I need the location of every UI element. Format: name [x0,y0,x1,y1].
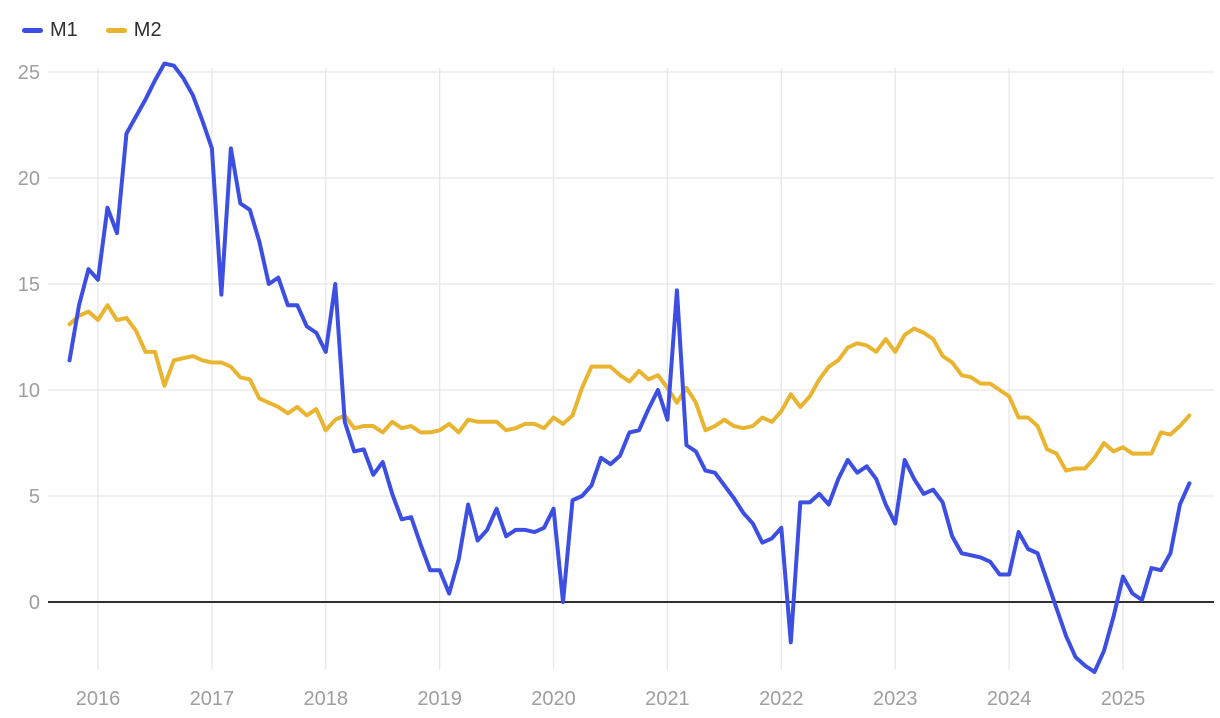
x-tick-label: 2017 [190,688,235,710]
y-tick-label: 20 [18,168,40,190]
y-tick-label: 5 [29,486,40,508]
x-tick-label: 2024 [987,688,1032,710]
legend-item-m1[interactable]: M1 [22,19,78,41]
legend-item-m2[interactable]: M2 [105,19,162,41]
x-tick-label: 2019 [417,688,462,710]
series-lines [67,61,1192,674]
y-tick-label: 15 [18,274,40,296]
x-tick-label: 2021 [645,688,690,710]
y-tick-label: 10 [18,380,40,402]
y-gridlines [48,71,1214,603]
x-axis-tick-labels: 2016 2017 2018 2019 2020 2021 2022 2023 2024 2025 [76,688,1145,710]
legend-label-m2: M2 [133,19,162,41]
x-tick-label: 2016 [76,688,121,710]
y-tick-label: 25 [18,62,40,84]
x-tick-label: 2023 [873,688,918,710]
legend-label-m1: M1 [50,19,78,41]
m1-swatch-icon [22,27,43,33]
y-tick-label: 0 [29,592,40,614]
x-tick-label: 2022 [759,688,804,710]
m1-series-line [67,61,1192,674]
chart-legend: M1 M2 [22,19,162,41]
m2-series-line [67,303,1192,473]
y-axis-tick-labels: 0 5 10 15 20 25 [18,62,40,614]
x-tick-label: 2018 [304,688,349,710]
x-tick-label: 2020 [531,688,576,710]
x-tick-label: 2025 [1101,688,1146,710]
m2-swatch-icon [105,27,127,33]
